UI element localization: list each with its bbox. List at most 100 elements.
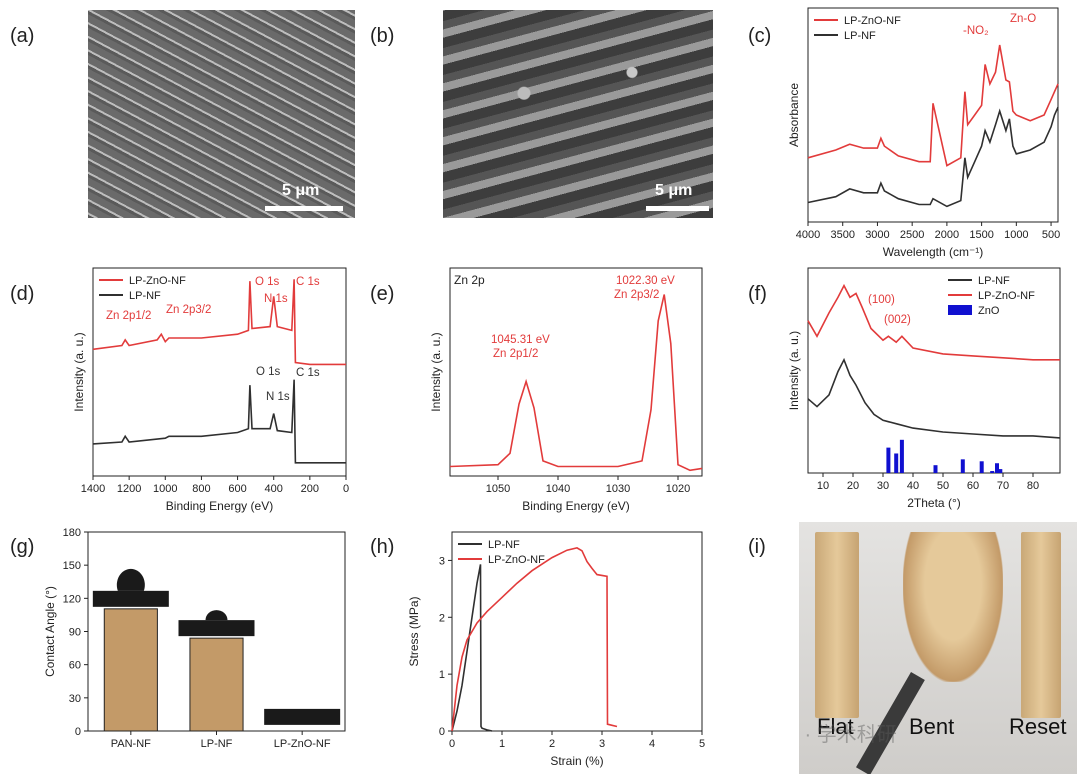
y-axis-label-e: Intensity (a. u.): [429, 332, 443, 411]
x-tick-label-e-1: 1040: [546, 483, 570, 495]
series-line-e-0: [449, 294, 703, 472]
legend-label-f-1: LP-ZnO-NF: [978, 290, 1035, 302]
series-line-c-1: [807, 106, 1059, 208]
annotation-d-3: Zn 2p3/2: [166, 304, 211, 316]
sem-image-a: 5 μm: [88, 10, 355, 218]
x-axis-label-c: Wavelength (cm⁻¹): [883, 245, 984, 259]
scale-label-b: 5 μm: [655, 182, 693, 199]
y-tick-label-g-2: 60: [69, 660, 81, 672]
bar-PAN-NF: [103, 608, 158, 732]
x-tick-label-g-1: LP-NF: [201, 738, 233, 750]
panel-label-c: (c): [748, 25, 771, 47]
x-tick-label-h-5: 5: [699, 738, 705, 750]
x-tick-label-c-7: 500: [1042, 229, 1060, 241]
x-tick-label-h-2: 2: [549, 738, 555, 750]
droplet-base-PAN-NF: [92, 590, 169, 607]
label-reset: Reset: [1009, 714, 1067, 739]
annotation-d-8: N 1s: [266, 391, 290, 403]
ref-peak-f-5: [979, 461, 984, 473]
ref-peak-f-8: [998, 469, 1003, 473]
y-axis-label-f: Intensity (a. u.): [787, 331, 801, 410]
x-tick-label-d-0: 1400: [81, 483, 105, 495]
annotation-f-15: (002): [884, 314, 911, 326]
series-line-f-1: [807, 283, 1060, 361]
x-tick-label-f-6: 70: [997, 480, 1009, 492]
legend-label-f-0: LP-NF: [978, 275, 1010, 287]
y-tick-label-g-3: 90: [69, 627, 81, 639]
droplet-PAN-NF: [116, 568, 145, 591]
ref-peak-f-6: [990, 471, 995, 473]
strip-reset: [1021, 532, 1061, 718]
panel-label-f: (f): [748, 283, 767, 305]
label-bent: Bent: [909, 714, 955, 739]
scale-bar-b: [646, 206, 709, 211]
legend-label-h-0: LP-NF: [488, 539, 520, 551]
y-tick-label-h-3: 3: [439, 555, 445, 567]
series-line-c-0: [807, 44, 1059, 167]
x-tick-label-d-3: 800: [192, 483, 210, 495]
x-tick-label-d-7: 0: [343, 483, 349, 495]
plot-frame-e: [449, 267, 703, 477]
y-tick-label-g-6: 180: [63, 527, 81, 539]
y-tick-label-g-1: 30: [69, 693, 81, 705]
x-axis-label-d: Binding Energy (eV): [166, 499, 273, 513]
ref-peak-f-4: [960, 459, 965, 473]
x-axis-label-f: 2Theta (°): [907, 496, 960, 510]
strip-flat: [815, 532, 859, 718]
ref-peak-f-1: [894, 453, 899, 473]
x-tick-label-f-4: 50: [937, 480, 949, 492]
legend-label-d-1: LP-NF: [129, 290, 161, 302]
x-tick-label-d-5: 400: [265, 483, 283, 495]
legend-label-f-2: ZnO: [978, 305, 1000, 317]
droplet-base-LP-NF: [178, 620, 255, 637]
x-tick-label-f-2: 30: [877, 480, 889, 492]
panel-label-a: (a): [10, 25, 34, 47]
scale-label-a: 5 μm: [282, 182, 320, 199]
series-line-h-1: [451, 547, 618, 732]
ref-peak-f-0: [886, 447, 891, 473]
annotation-c-1: Zn-O: [1010, 13, 1036, 25]
photo-i: Flat Bent Reset 公众号 · 学术科研: [799, 522, 1077, 774]
watermark: 公众号 · 学术科研: [799, 724, 897, 746]
x-tick-label-f-1: 20: [847, 480, 859, 492]
annotation-d-2: Zn 2p1/2: [106, 310, 151, 322]
legend-label-h-1: LP-ZnO-NF: [488, 554, 545, 566]
x-tick-label-d-1: 1200: [117, 483, 141, 495]
y-tick-label-h-2: 2: [439, 612, 445, 624]
annotation-e-10: 1045.31 eV: [491, 334, 550, 346]
droplet-base-LP-ZnO-NF: [264, 708, 341, 725]
x-tick-label-c-3: 2500: [900, 229, 924, 241]
x-tick-label-g-0: PAN-NF: [111, 738, 151, 750]
ref-peak-f-3: [933, 465, 938, 473]
annotation-f-14: (100): [868, 294, 895, 306]
y-tick-label-g-5: 150: [63, 560, 81, 572]
x-tick-label-e-2: 1030: [606, 483, 630, 495]
sem-image-b: 5 μm: [443, 10, 713, 218]
x-tick-label-f-3: 40: [907, 480, 919, 492]
annotation-d-9: C 1s: [296, 367, 320, 379]
panel-label-i: (i): [748, 536, 766, 558]
annotation-d-4: O 1s: [255, 276, 280, 288]
panel-label-h: (h): [370, 536, 394, 558]
chart-title-e: Zn 2p: [454, 273, 485, 287]
plot-frame-h: [451, 531, 703, 732]
droplet-LP-NF: [205, 610, 228, 621]
x-tick-label-d-2: 1000: [153, 483, 177, 495]
y-tick-label-g-4: 120: [63, 593, 81, 605]
x-tick-label-f-5: 60: [967, 480, 979, 492]
annotation-d-6: C 1s: [296, 276, 320, 288]
y-tick-label-g-0: 0: [75, 726, 81, 738]
plot-frame-c: [807, 7, 1059, 223]
x-tick-label-c-6: 1000: [1004, 229, 1028, 241]
legend-label-c-1: LP-NF: [844, 30, 876, 42]
y-tick-label-h-0: 0: [439, 726, 445, 738]
x-tick-label-c-1: 3500: [830, 229, 854, 241]
legend-label-c-0: LP-ZnO-NF: [844, 15, 901, 27]
x-tick-label-c-4: 2000: [935, 229, 959, 241]
y-axis-label-d: Intensity (a. u.): [72, 332, 86, 411]
annotation-e-13: Zn 2p3/2: [614, 289, 659, 301]
panel-label-e: (e): [370, 283, 394, 305]
annotation-d-7: O 1s: [256, 366, 281, 378]
ref-peak-f-2: [899, 439, 904, 473]
x-tick-label-f-0: 10: [817, 480, 829, 492]
